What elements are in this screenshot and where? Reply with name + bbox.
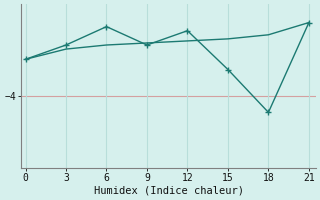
X-axis label: Humidex (Indice chaleur): Humidex (Indice chaleur) — [93, 186, 244, 196]
